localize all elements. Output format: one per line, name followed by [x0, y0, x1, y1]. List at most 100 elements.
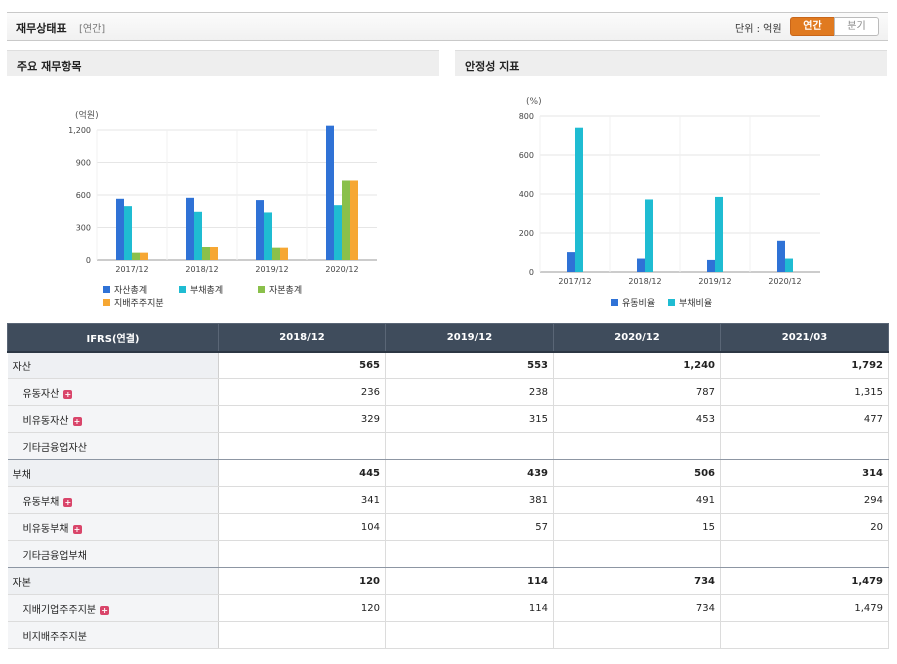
table-cell: 477: [720, 405, 889, 433]
bar-자본총계: [272, 247, 280, 260]
expand-plus-icon[interactable]: +: [72, 524, 82, 534]
annual-toggle-button[interactable]: 연간: [790, 17, 835, 36]
table-cell: 1,315: [720, 378, 889, 406]
row-label[interactable]: 비유동부채 +: [7, 513, 219, 541]
section-header: 재무상태표 [연간] 단위 : 억원 연간 분기: [7, 12, 888, 41]
bar-유동비율: [637, 258, 645, 272]
row-label-text: 기타금융업자산: [22, 442, 87, 454]
table-cell: [385, 540, 554, 568]
table-cell: [720, 540, 889, 568]
table-row: 기타금융업부채: [7, 540, 889, 568]
row-label-text: 부채: [12, 469, 31, 481]
row-label[interactable]: 비유동자산 +: [7, 405, 219, 433]
table-cell: 506: [553, 459, 721, 487]
expand-plus-icon[interactable]: +: [72, 416, 82, 426]
table-cell: [720, 432, 889, 460]
bar-자산총계: [256, 200, 264, 260]
header-ifrs: IFRS(연결): [7, 323, 219, 353]
row-label[interactable]: 지배기업주주지분 +: [7, 594, 219, 622]
legend-swatch: [103, 286, 110, 293]
bar-지배주주지분: [350, 180, 358, 260]
table-cell: [218, 621, 386, 649]
x-tick-label: 2019/12: [698, 277, 731, 286]
row-label[interactable]: 유동자산 +: [7, 378, 219, 406]
table-header-row: IFRS(연결) 2018/12 2019/12 2020/12 2021/03: [7, 323, 889, 353]
x-tick-label: 2018/12: [185, 265, 218, 274]
y-tick-label: 400: [519, 190, 534, 199]
legend-swatch: [258, 286, 265, 293]
row-label-text: 비유동자산: [22, 415, 69, 427]
row-label-text: 비유동부채: [22, 523, 69, 535]
x-tick-label: 2017/12: [115, 265, 148, 274]
expand-plus-icon[interactable]: +: [100, 605, 110, 615]
table-cell: [218, 540, 386, 568]
table-cell: 120: [218, 594, 386, 622]
bar-지배주주지분: [140, 252, 148, 260]
row-label: 기타금융업부채: [7, 540, 219, 568]
table-row: 자본 120 114 734 1,479: [7, 567, 889, 595]
table-cell: 787: [553, 378, 721, 406]
bar-부채비율: [645, 199, 653, 272]
y-tick-label: 600: [519, 151, 534, 160]
section-title: 재무상태표: [16, 22, 67, 35]
table-cell: 1,240: [553, 351, 721, 379]
bar-자본총계: [202, 247, 210, 260]
table-row: 부채 445 439 506 314: [7, 459, 889, 487]
row-label-text: 기타금융업부채: [22, 550, 87, 562]
table-cell: 381: [385, 486, 554, 514]
table-row: 유동자산 +236 238 787 1,315: [7, 378, 889, 406]
table-row: 유동부채 +341 381 491 294: [7, 486, 889, 514]
table-cell: 114: [385, 567, 554, 595]
balance-sheet-table: IFRS(연결) 2018/12 2019/12 2020/12 2021/03 자산 5…: [7, 323, 889, 649]
row-label-text: 자산: [12, 361, 31, 373]
row-label-text: 자본: [12, 577, 31, 589]
bar-자산총계: [186, 197, 194, 260]
table-row: 지배기업주주지분 +120 114 734 1,479: [7, 594, 889, 622]
legend-label: 부채총계: [190, 284, 223, 296]
table-cell: 491: [553, 486, 721, 514]
row-label: 부채: [7, 459, 219, 487]
row-label-text: 유동자산: [22, 388, 60, 400]
table-cell: 439: [385, 459, 554, 487]
bar-자산총계: [116, 198, 124, 260]
table-cell: 294: [720, 486, 889, 514]
stability-chart: (%) 0 200 400 600 800 2017/12 2018/12 2019/12 202…: [519, 97, 820, 309]
bar-자본총계: [132, 252, 140, 260]
y-tick-label: 300: [76, 224, 91, 233]
y-tick-label: 600: [76, 191, 91, 200]
major-items-chart: (억원) 0 300 600 900 1,200 2017/12 2018/12 2019/12…: [68, 109, 377, 309]
table-cell: 114: [385, 594, 554, 622]
header-period: 2018/12: [218, 323, 386, 353]
table-cell: 445: [218, 459, 386, 487]
legend-swatch: [668, 299, 675, 306]
table-cell: 1,479: [720, 567, 889, 595]
y-tick-label: 0: [86, 256, 91, 265]
table-cell: 565: [218, 351, 386, 379]
legend-label: 지배주주지분: [114, 298, 164, 309]
row-label: 자산: [7, 351, 219, 379]
table-cell: 120: [218, 567, 386, 595]
row-label-text: 지배기업주주지분: [22, 604, 97, 616]
quarter-toggle-button[interactable]: 분기: [834, 17, 879, 36]
unit-label: 단위 : 억원: [735, 24, 782, 35]
table-cell: 236: [218, 378, 386, 406]
row-label[interactable]: 유동부채 +: [7, 486, 219, 514]
y-axis-label: (%): [526, 97, 542, 107]
header-period: 2019/12: [385, 323, 554, 353]
expand-plus-icon[interactable]: +: [63, 389, 73, 399]
y-tick-label: 1,200: [68, 126, 91, 135]
expand-plus-icon[interactable]: +: [63, 497, 73, 507]
x-tick-label: 2020/12: [768, 277, 801, 286]
bar-부채비율: [715, 196, 723, 272]
row-label-text: 비지배주주지분: [22, 631, 87, 643]
table-cell: [385, 621, 554, 649]
legend-label: 자산총계: [114, 284, 147, 296]
table-cell: [553, 432, 721, 460]
legend-label: 유동비율: [622, 298, 655, 309]
bar-자산총계: [326, 125, 334, 260]
table-cell: 20: [720, 513, 889, 541]
y-tick-label: 200: [519, 229, 534, 238]
bar-부채총계: [334, 205, 342, 260]
bar-유동비율: [777, 240, 785, 272]
table-cell: 15: [553, 513, 721, 541]
